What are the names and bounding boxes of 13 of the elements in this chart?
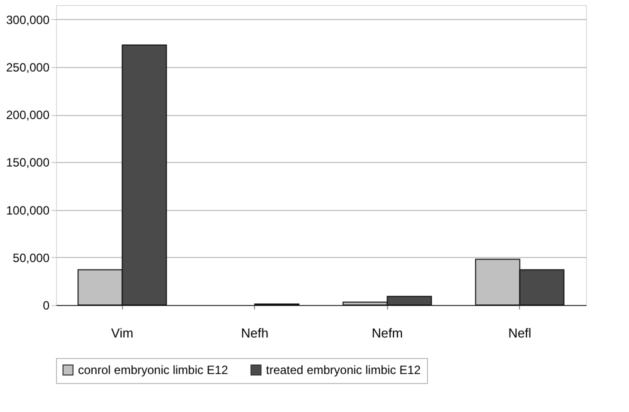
y-tick-label: 200,000 (6, 108, 50, 122)
y-tick-label: 50,000 (12, 250, 50, 265)
legend-label: treated embryonic limbic E12 (266, 363, 422, 377)
y-tick-label: 150,000 (6, 156, 50, 170)
y-tick-label: 100,000 (6, 203, 50, 218)
y-tick-label: 250,000 (6, 60, 50, 74)
x-tick-label: Nefh (241, 326, 268, 340)
x-tick-label: Nefm (372, 326, 403, 340)
legend-label: conrol embryonic limbic E12 (78, 363, 228, 377)
y-tick-label: 300,000 (6, 12, 50, 27)
y-tick-label: 0 (42, 298, 50, 312)
x-tick-label: Vim (111, 326, 134, 340)
x-tick-label: Nefl (508, 326, 532, 340)
